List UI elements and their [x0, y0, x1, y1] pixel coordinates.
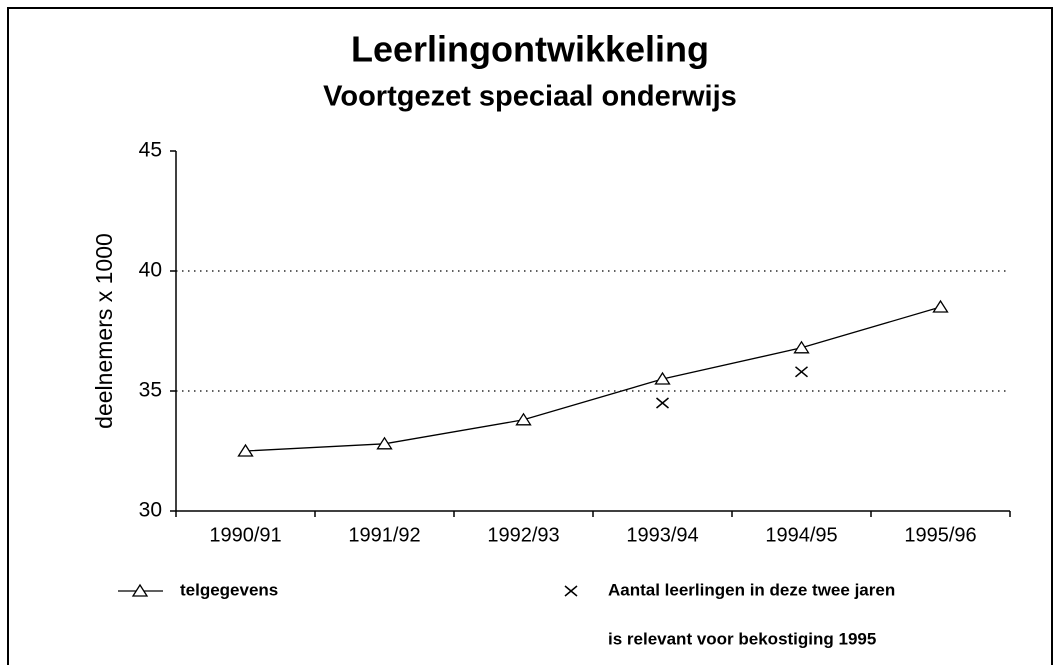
triangle-marker: [237, 443, 254, 457]
y-tick-label: 30: [139, 499, 162, 522]
triangle-marker: [376, 436, 393, 450]
triangle-marker: [654, 371, 671, 385]
x-tick-label: 1990/91: [209, 524, 281, 546]
series-line: [245, 306, 941, 452]
x-tick-label: 1992/93: [487, 524, 559, 546]
triangle-marker: [131, 583, 149, 597]
y-tick-label: 45: [139, 139, 162, 162]
y-tick-label: 35: [139, 379, 162, 402]
cross-marker: [656, 397, 669, 409]
y-axis-label: deelnemers x 1000: [91, 233, 117, 429]
chart-title: Leerlingontwikkeling: [351, 29, 709, 70]
legend-label: telgegevens: [180, 580, 278, 599]
x-tick-label: 1991/92: [348, 524, 420, 546]
cross-marker: [564, 585, 578, 597]
cross-marker: [795, 366, 808, 378]
triangle-marker: [515, 412, 532, 426]
annotation: is relevant voor bekostiging 1995: [608, 629, 876, 648]
x-tick-label: 1995/96: [904, 524, 976, 546]
triangle-marker: [932, 299, 949, 313]
y-tick-label: 40: [139, 259, 162, 282]
triangle-marker: [793, 340, 810, 354]
x-tick-label: 1994/95: [765, 524, 837, 546]
frame: [7, 7, 1053, 665]
legend-label: Aantal leerlingen in deze twee jaren: [608, 580, 895, 599]
x-tick-label: 1993/94: [626, 524, 698, 546]
chart-subtitle: Voortgezet speciaal onderwijs: [323, 81, 737, 113]
